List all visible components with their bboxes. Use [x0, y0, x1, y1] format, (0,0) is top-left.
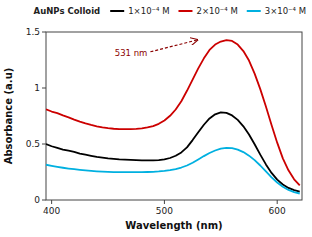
legend-label: 3×10⁻⁴ M	[265, 6, 306, 16]
x-tick	[277, 200, 278, 204]
y-tick-label: 1	[34, 83, 40, 93]
plot-frame	[46, 32, 302, 200]
y-axis-label: Absorbance (a.u)	[3, 68, 14, 165]
lines	[46, 40, 300, 193]
legend-swatch	[110, 10, 124, 12]
legend-swatch	[178, 10, 192, 12]
series-line	[46, 40, 300, 185]
legend-label: 2×10⁻⁴ M	[196, 6, 237, 16]
annotation: 531 nm	[115, 40, 198, 58]
y-tick	[42, 32, 46, 33]
y-axis: 0 0.5 1 1.5	[26, 27, 46, 205]
legend-title: AuNPs Colloid	[34, 6, 101, 16]
chart: 400 500 600 0 0.5 1 1.5 Wavelength (nm) Absorban…	[0, 0, 312, 237]
y-tick	[42, 144, 46, 145]
x-axis-label: Wavelength (nm)	[125, 220, 222, 231]
x-tick-label: 600	[269, 206, 286, 216]
y-tick	[42, 200, 46, 201]
legend-label: 1×10⁻⁴ M	[128, 6, 169, 16]
y-tick-label: 1.5	[26, 27, 40, 37]
legend-swatch	[247, 10, 261, 12]
annotation-text: 531 nm	[115, 48, 148, 58]
x-tick-label: 500	[156, 206, 173, 216]
x-axis: 400 500 600	[43, 200, 286, 216]
legend: AuNPs Colloid 1×10⁻⁴ M 2×10⁻⁴ M 3×10⁻⁴ M	[34, 6, 306, 16]
y-tick	[42, 88, 46, 89]
series-line	[46, 112, 300, 191]
x-tick	[164, 200, 165, 204]
x-tick	[51, 200, 52, 204]
series-line	[46, 148, 300, 194]
y-tick-label: 0.5	[26, 139, 40, 149]
annotation-arrow	[150, 40, 197, 52]
x-tick-label: 400	[43, 206, 60, 216]
y-tick-label: 0	[34, 195, 40, 205]
